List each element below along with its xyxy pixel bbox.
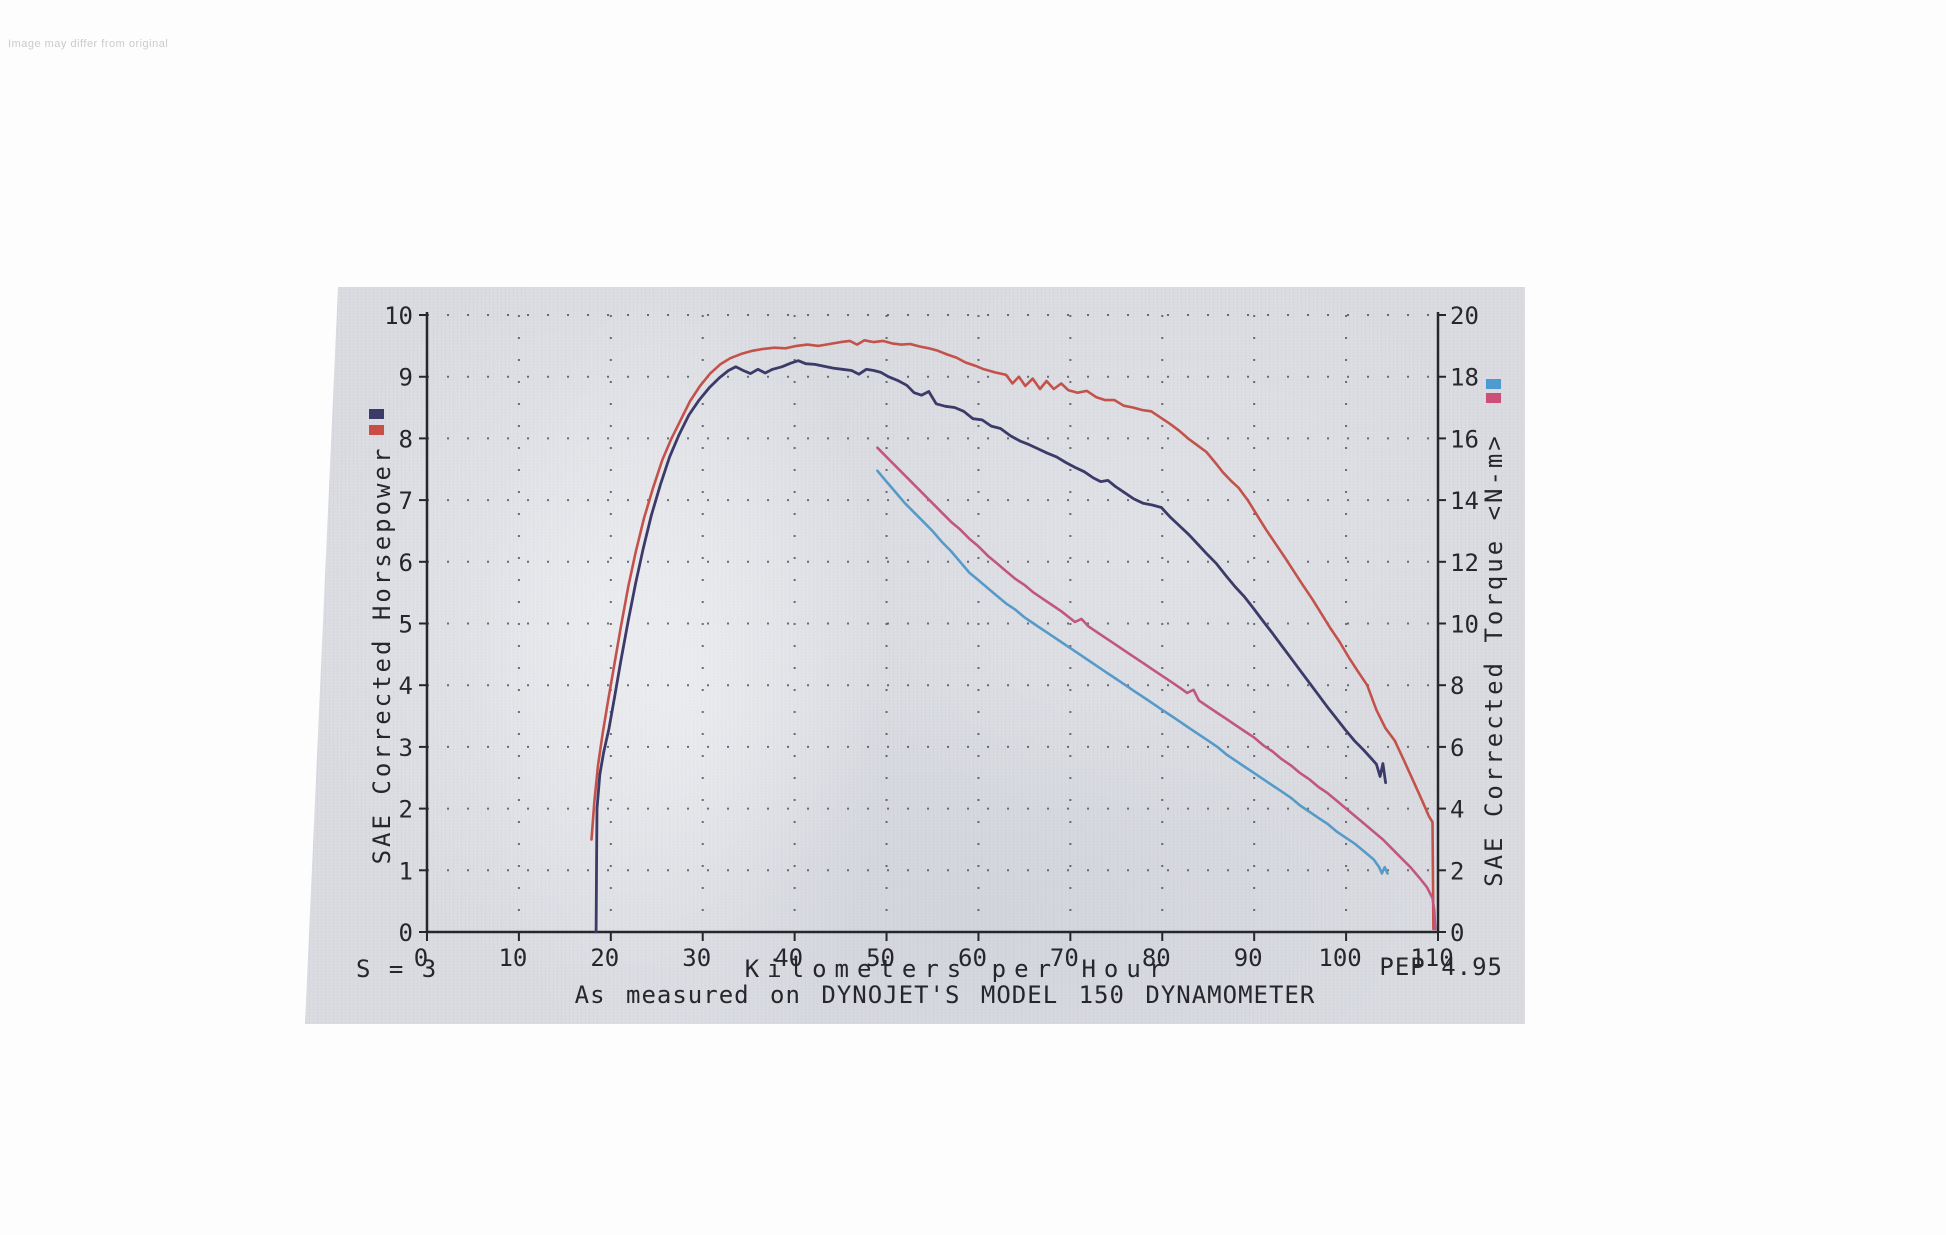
tick-label: 2: [1450, 857, 1464, 885]
tick-label: 80: [1142, 944, 1171, 972]
software-version-label: PEP 4.95: [1379, 953, 1503, 981]
legend-swatch-hp-run1: [369, 409, 384, 419]
curve-path-run1-horsepower: [594, 359, 1387, 934]
tick-label: 8: [399, 425, 413, 453]
tick-label: 110: [1410, 944, 1453, 972]
x-axis-title: Kilometers per Hour: [744, 955, 1172, 983]
curve-path-run1-torque: [876, 469, 1389, 875]
tick-label: 2: [399, 796, 413, 824]
tick-label: 7: [399, 487, 413, 515]
curve-path-run2-torque: [876, 446, 1437, 931]
tick-label: 10: [384, 302, 413, 330]
tick-label: 40: [774, 944, 803, 972]
smoothing-label: S = 3: [356, 955, 439, 983]
curve-run2-horsepower: [590, 338, 1435, 931]
tick-label: 16: [1450, 425, 1479, 453]
tick-label: 1: [399, 857, 413, 885]
grid-layer: [427, 314, 1438, 932]
dynamometer-caption: As measured on DYNOJET'S MODEL 150 DYNAM…: [574, 981, 1316, 1009]
tick-label: 4: [1450, 796, 1464, 824]
left-axis-title: SAE Corrected Horsepower: [368, 445, 396, 865]
watermark-text: Image may differ from original: [8, 38, 169, 50]
tick-label: 100: [1318, 944, 1361, 972]
curve-run2-torque: [876, 446, 1437, 931]
legend-swatch-hp-run2: [369, 425, 384, 435]
tick-label: 20: [1450, 302, 1479, 330]
tick-label: 10: [498, 944, 527, 972]
tick-label: 0: [414, 944, 428, 972]
legend-swatch-torque-run1: [1486, 379, 1501, 389]
right-axis-title: SAE Corrected Torque <N-m>: [1480, 433, 1508, 887]
tick-label: 18: [1450, 364, 1479, 392]
curve-path-run2-horsepower: [590, 338, 1435, 931]
tick-label: 14: [1450, 487, 1479, 515]
axes-layer: [419, 312, 1446, 941]
tick-label: 12: [1450, 549, 1479, 577]
tick-label: 6: [399, 549, 413, 577]
curve-run1-horsepower: [594, 359, 1387, 934]
tick-label: 9: [399, 364, 413, 392]
legend-swatch-torque-run2: [1486, 393, 1501, 403]
tick-label: 6: [1450, 734, 1464, 762]
dyno-chart-scan: 0 1 2 3 4 5 6 7 8 9 10 0 2 4 6 8 10 12 14 16 18 20 0 10 20 30 40 50…: [305, 287, 1525, 1024]
tick-label: 30: [682, 944, 711, 972]
tick-label: 4: [399, 672, 413, 700]
tick-label: 5: [399, 611, 413, 639]
tick-label: 70: [1050, 944, 1079, 972]
tick-label: 8: [1450, 672, 1464, 700]
tick-label: 20: [590, 944, 619, 972]
curve-run1-torque: [876, 469, 1389, 875]
tick-label: 3: [399, 734, 413, 762]
tick-label: 10: [1450, 611, 1479, 639]
tick-label: 0: [1450, 919, 1464, 947]
tick-label: 60: [958, 944, 987, 972]
tick-label: 50: [866, 944, 895, 972]
tick-label: 90: [1234, 944, 1263, 972]
tick-label: 0: [399, 919, 413, 947]
